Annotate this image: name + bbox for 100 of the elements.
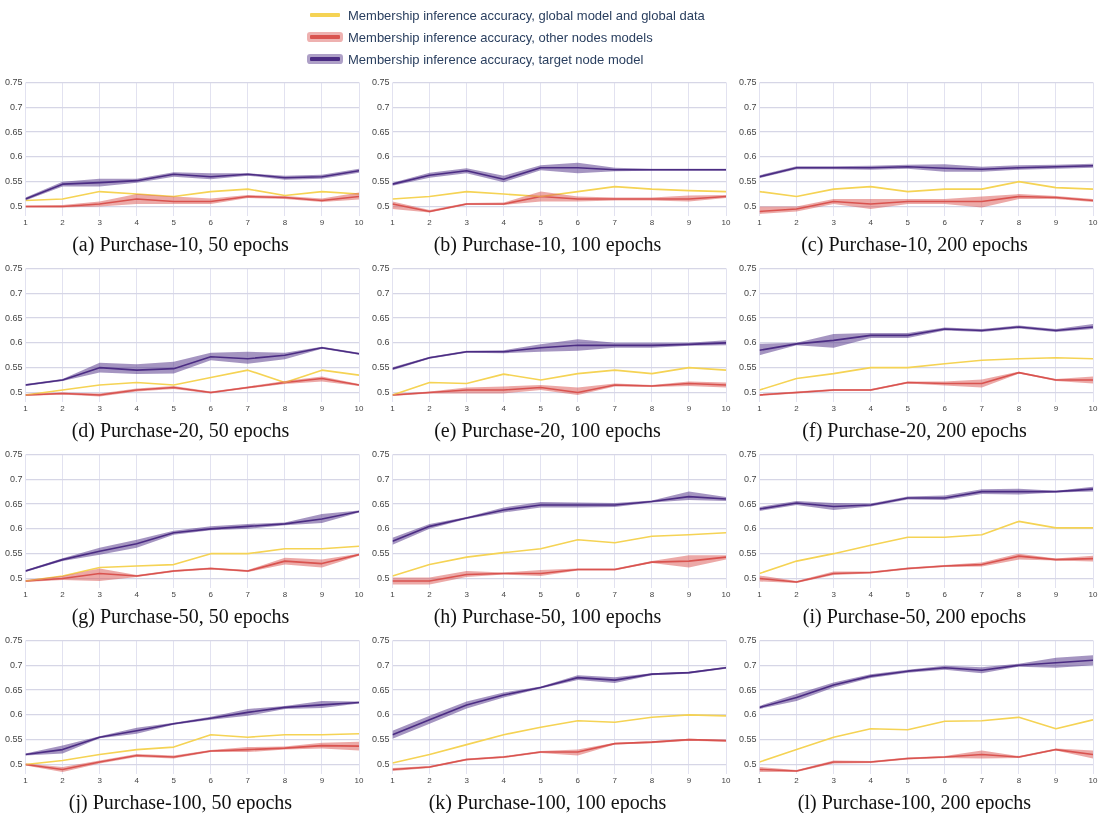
x-tick-label: 2 [60, 218, 66, 228]
x-tick-label: 8 [1016, 404, 1022, 414]
x-tick-label: 3 [831, 404, 837, 414]
y-tick-label: 0.55 [738, 176, 757, 187]
x-tick-label: 3 [97, 590, 103, 600]
y-tick-label: 0.75 [371, 634, 390, 645]
x-tick-label: 1 [390, 404, 396, 414]
x-tick-label: 2 [60, 590, 66, 600]
y-tick-label: 0.55 [371, 362, 390, 373]
x-tick-label: 6 [575, 776, 581, 786]
x-tick-label: 1 [23, 776, 29, 786]
x-tick-label: 8 [649, 218, 655, 228]
y-tick-label: 0.65 [371, 498, 390, 509]
text: (f) Purchase-20, 200 epochs [802, 419, 1027, 443]
y-tick-label: 0.75 [4, 76, 23, 87]
x-tick-label: 7 [612, 776, 618, 786]
x-tick-label: 7 [612, 218, 618, 228]
text: (l) Purchase-100, 200 epochs [797, 791, 1032, 813]
x-tick-label: 3 [464, 776, 470, 786]
x-tick-label: 1 [757, 776, 763, 786]
x-tick-label: 6 [942, 776, 948, 786]
y-tick-label: 0.7 [377, 473, 390, 484]
x-tick-label: 10 [354, 404, 364, 414]
x-tick-label: 3 [97, 404, 103, 414]
y-tick-label: 0.75 [4, 262, 23, 273]
x-tick-label: 6 [208, 404, 214, 414]
text: (e) Purchase-20, 100 epochs [434, 419, 662, 443]
y-tick-label: 0.55 [371, 734, 390, 745]
x-tick-label: 1 [23, 590, 29, 600]
x-tick-label: 8 [1016, 218, 1022, 228]
x-tick-label: 3 [97, 218, 103, 228]
x-tick-label: 6 [942, 218, 948, 228]
y-tick-label: 0.6 [744, 151, 757, 162]
x-tick-label: 4 [868, 218, 874, 228]
x-tick-label: 1 [390, 776, 396, 786]
x-tick-label: 6 [942, 590, 948, 600]
x-tick-label: 8 [649, 776, 655, 786]
y-tick-label: 0.5 [377, 200, 390, 211]
y-tick-label: 0.7 [377, 659, 390, 670]
y-tick-label: 0.6 [744, 523, 757, 534]
x-tick-label: 6 [575, 404, 581, 414]
x-tick-label: 8 [282, 776, 288, 786]
y-tick-label: 0.55 [4, 176, 23, 187]
x-tick-label: 2 [427, 218, 433, 228]
x-tick-label: 9 [319, 776, 325, 786]
x-tick-label: 8 [649, 590, 655, 600]
x-tick-label: 1 [757, 404, 763, 414]
x-tick-label: 1 [757, 218, 763, 228]
x-tick-label: 1 [390, 590, 396, 600]
x-tick-label: 9 [1053, 590, 1059, 600]
x-tick-label: 8 [1016, 776, 1022, 786]
legend-label: Membership inference accuracy, target node model [348, 51, 644, 67]
y-tick-label: 0.5 [377, 572, 390, 583]
y-tick-label: 0.55 [4, 548, 23, 559]
x-tick-label: 10 [1088, 218, 1098, 228]
y-tick-label: 0.7 [744, 659, 757, 670]
y-tick-label: 0.6 [377, 709, 390, 720]
x-tick-label: 5 [905, 218, 911, 228]
x-tick-label: 4 [134, 404, 140, 414]
x-tick-label: 7 [245, 776, 251, 786]
y-tick-label: 0.75 [738, 634, 757, 645]
y-tick-label: 0.75 [4, 448, 23, 459]
text: (k) Purchase-100, 100 epochs [428, 791, 667, 813]
text: (j) Purchase-100, 50 epochs [68, 791, 293, 813]
y-tick-label: 0.7 [377, 101, 390, 112]
y-tick-label: 0.5 [744, 758, 757, 769]
x-tick-label: 10 [721, 590, 731, 600]
y-tick-label: 0.55 [371, 548, 390, 559]
x-tick-label: 10 [721, 404, 731, 414]
x-tick-label: 6 [942, 404, 948, 414]
y-tick-label: 0.5 [10, 572, 23, 583]
y-tick-label: 0.65 [371, 126, 390, 137]
text: (b) Purchase-10, 100 epochs [433, 233, 662, 257]
x-tick-label: 6 [208, 218, 214, 228]
y-tick-label: 0.6 [10, 523, 23, 534]
y-tick-label: 0.55 [738, 548, 757, 559]
x-tick-label: 4 [501, 218, 507, 228]
x-tick-label: 7 [245, 590, 251, 600]
x-tick-label: 9 [319, 404, 325, 414]
y-tick-label: 0.7 [10, 473, 23, 484]
x-tick-label: 4 [134, 776, 140, 786]
x-tick-label: 10 [1088, 404, 1098, 414]
x-tick-label: 6 [575, 218, 581, 228]
y-tick-label: 0.7 [377, 287, 390, 298]
x-tick-label: 9 [686, 218, 692, 228]
x-tick-label: 7 [612, 404, 618, 414]
x-tick-label: 10 [354, 776, 364, 786]
x-tick-label: 5 [538, 404, 544, 414]
x-tick-label: 6 [208, 590, 214, 600]
x-tick-label: 7 [979, 218, 985, 228]
x-tick-label: 10 [1088, 590, 1098, 600]
x-tick-label: 6 [575, 590, 581, 600]
x-tick-label: 4 [868, 590, 874, 600]
x-tick-label: 3 [464, 404, 470, 414]
x-tick-label: 6 [208, 776, 214, 786]
x-tick-label: 2 [794, 776, 800, 786]
x-tick-label: 4 [134, 590, 140, 600]
y-tick-label: 0.6 [377, 523, 390, 534]
x-tick-label: 5 [905, 590, 911, 600]
y-tick-label: 0.55 [4, 734, 23, 745]
